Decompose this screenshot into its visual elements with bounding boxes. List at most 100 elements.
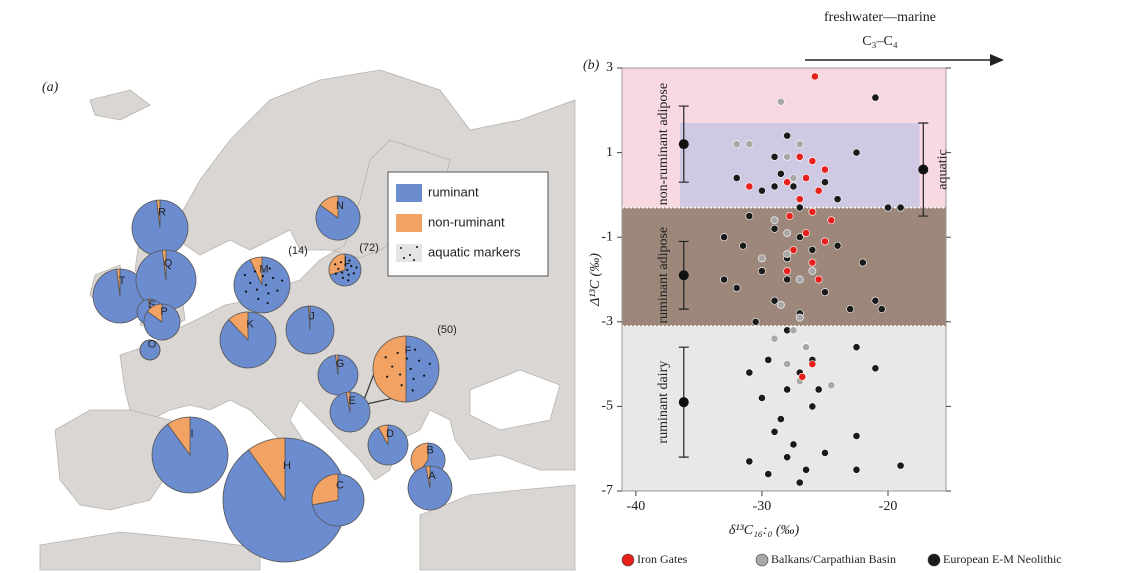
point bbox=[896, 461, 905, 470]
aquatic-dot bbox=[352, 272, 355, 275]
point bbox=[896, 203, 905, 212]
point bbox=[789, 326, 798, 335]
point bbox=[745, 457, 754, 466]
point bbox=[846, 305, 855, 314]
point bbox=[852, 465, 861, 474]
point bbox=[871, 296, 880, 305]
y-axis-label: Δ¹³C (‰) bbox=[588, 253, 603, 307]
aquatic-dot bbox=[400, 384, 403, 387]
point bbox=[770, 216, 779, 225]
point bbox=[852, 343, 861, 352]
pie-label: N bbox=[336, 200, 344, 212]
point bbox=[795, 313, 804, 322]
aquatic-dot bbox=[276, 289, 279, 292]
point bbox=[802, 465, 810, 474]
aquatic-dot bbox=[391, 365, 394, 368]
aquatic-dot bbox=[261, 275, 264, 278]
aquatic-dot bbox=[350, 264, 353, 268]
pie-label: G bbox=[336, 358, 345, 370]
reference-label: ruminant adipose bbox=[656, 227, 671, 324]
pie-label: H bbox=[283, 460, 291, 472]
point bbox=[783, 229, 792, 237]
aquatic-dot bbox=[403, 257, 405, 259]
point bbox=[758, 254, 766, 263]
annotation: C₃–C₄ bbox=[862, 34, 898, 49]
reference-mean bbox=[918, 164, 929, 175]
point bbox=[758, 394, 766, 402]
legend-marker bbox=[927, 553, 941, 567]
point bbox=[808, 267, 817, 275]
point bbox=[821, 165, 829, 174]
aquatic-dot bbox=[272, 276, 275, 280]
aquatic-dot bbox=[268, 267, 271, 270]
aquatic-dot bbox=[411, 389, 414, 392]
aquatic-dot bbox=[409, 254, 411, 256]
aquatic-dot bbox=[428, 362, 431, 365]
point bbox=[808, 402, 817, 411]
aquatic-dot bbox=[347, 273, 350, 276]
pie-slice bbox=[328, 253, 346, 276]
point bbox=[720, 275, 729, 284]
reference-label: non-ruminant adipose bbox=[656, 83, 671, 205]
legend-label: non-ruminant bbox=[428, 214, 505, 229]
point bbox=[758, 186, 766, 195]
point bbox=[808, 157, 817, 165]
point bbox=[808, 245, 817, 254]
aquatic-dot bbox=[348, 259, 351, 262]
aquatic-dot bbox=[253, 270, 257, 273]
x-axis-label: δ¹³C₁₆:₀ (‰) bbox=[729, 523, 800, 538]
pie-count: (50) bbox=[437, 324, 457, 336]
aquatic-dot bbox=[347, 279, 350, 282]
pie-label: K bbox=[246, 319, 254, 331]
legend-swatch bbox=[396, 184, 422, 202]
reference-mean bbox=[678, 270, 689, 281]
aquatic-dot bbox=[396, 351, 399, 355]
point bbox=[783, 178, 792, 187]
aquatic-dot bbox=[266, 302, 269, 305]
point bbox=[814, 385, 823, 394]
aquatic-dot bbox=[409, 367, 412, 371]
pie-slice bbox=[167, 416, 191, 457]
point bbox=[758, 267, 766, 275]
aquatic-zone bbox=[679, 122, 920, 208]
pie-label: O bbox=[148, 338, 157, 350]
pie-label: J bbox=[309, 311, 315, 323]
arrow-head bbox=[990, 54, 1004, 66]
land bbox=[39, 531, 261, 571]
point bbox=[770, 224, 779, 233]
pie-label: C bbox=[336, 480, 344, 492]
panel-label: (b) bbox=[583, 58, 600, 73]
aquatic-dot bbox=[423, 374, 426, 377]
pie-label: L bbox=[344, 255, 350, 267]
point bbox=[833, 195, 842, 204]
y-tick-label: -5 bbox=[601, 399, 613, 414]
pie-slice bbox=[311, 473, 339, 506]
aquatic-dot bbox=[334, 272, 337, 275]
point bbox=[764, 355, 773, 364]
legend-marker bbox=[755, 553, 769, 567]
legend-label: European E-M Neolithic bbox=[943, 552, 1062, 566]
point bbox=[795, 275, 804, 284]
pie-slice bbox=[249, 256, 263, 286]
sea bbox=[469, 369, 561, 431]
point bbox=[745, 368, 754, 377]
aquatic-dot bbox=[243, 273, 246, 277]
aquatic-dot bbox=[257, 297, 260, 300]
pie-slice bbox=[139, 339, 161, 361]
pie-slice bbox=[367, 424, 409, 466]
pie-slice bbox=[247, 437, 286, 502]
pie-label: T bbox=[119, 275, 126, 287]
plot-frame bbox=[621, 67, 947, 492]
aquatic-dot bbox=[355, 266, 358, 269]
point bbox=[802, 343, 810, 352]
aquatic-dot bbox=[341, 276, 344, 279]
point bbox=[821, 178, 829, 187]
point bbox=[776, 415, 785, 423]
aquatic-dot bbox=[416, 246, 418, 248]
aquatic-dot bbox=[339, 261, 343, 264]
point bbox=[789, 440, 798, 449]
point bbox=[770, 427, 779, 436]
aquatic-dot bbox=[398, 373, 402, 376]
point bbox=[770, 296, 779, 305]
pie-label: P bbox=[160, 306, 167, 318]
